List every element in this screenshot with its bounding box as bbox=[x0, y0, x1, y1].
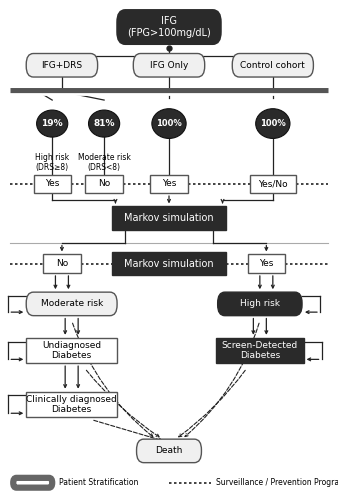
Ellipse shape bbox=[37, 110, 68, 137]
Text: Moderate risk
(DRS<8): Moderate risk (DRS<8) bbox=[78, 153, 130, 172]
Bar bbox=[43, 254, 80, 273]
FancyBboxPatch shape bbox=[117, 10, 221, 44]
FancyBboxPatch shape bbox=[133, 54, 205, 77]
FancyBboxPatch shape bbox=[232, 54, 313, 77]
FancyBboxPatch shape bbox=[26, 292, 117, 316]
Bar bbox=[112, 252, 226, 276]
Bar bbox=[26, 392, 117, 417]
Text: Moderate risk: Moderate risk bbox=[41, 300, 103, 308]
Text: IFG
(FPG>100mg/dL): IFG (FPG>100mg/dL) bbox=[127, 16, 211, 38]
Text: High risk
(DRS≥8): High risk (DRS≥8) bbox=[35, 153, 69, 172]
Text: IFG+DRS: IFG+DRS bbox=[41, 61, 82, 70]
Text: Yes/No: Yes/No bbox=[258, 180, 288, 188]
Ellipse shape bbox=[89, 110, 120, 137]
Text: Yes: Yes bbox=[162, 180, 176, 188]
Text: Markov simulation: Markov simulation bbox=[124, 258, 214, 268]
Text: No: No bbox=[98, 180, 110, 188]
Bar bbox=[86, 174, 123, 193]
Bar bbox=[33, 174, 71, 193]
Bar bbox=[26, 338, 117, 363]
Text: Clinically diagnosed
Diabetes: Clinically diagnosed Diabetes bbox=[26, 394, 117, 414]
Text: Yes: Yes bbox=[259, 259, 273, 268]
Bar bbox=[248, 254, 285, 273]
FancyBboxPatch shape bbox=[218, 292, 302, 316]
Text: Surveillance / Prevention Program: Surveillance / Prevention Program bbox=[216, 478, 338, 487]
FancyBboxPatch shape bbox=[13, 478, 52, 488]
Bar bbox=[250, 174, 295, 193]
Text: No: No bbox=[56, 259, 68, 268]
Text: Undiagnosed
Diabetes: Undiagnosed Diabetes bbox=[42, 341, 101, 360]
Text: Control cohort: Control cohort bbox=[240, 61, 305, 70]
Ellipse shape bbox=[152, 108, 186, 138]
Text: 19%: 19% bbox=[41, 119, 63, 128]
Text: Screen-Detected
Diabetes: Screen-Detected Diabetes bbox=[222, 341, 298, 360]
Text: Death: Death bbox=[155, 446, 183, 456]
Text: IFG Only: IFG Only bbox=[150, 61, 188, 70]
Ellipse shape bbox=[256, 108, 290, 138]
FancyBboxPatch shape bbox=[26, 54, 98, 77]
Text: Patient Stratification: Patient Stratification bbox=[59, 478, 138, 487]
FancyBboxPatch shape bbox=[137, 439, 201, 462]
Text: 100%: 100% bbox=[156, 119, 182, 128]
Text: 81%: 81% bbox=[93, 119, 115, 128]
Text: High risk: High risk bbox=[240, 300, 280, 308]
Bar bbox=[112, 206, 226, 230]
Text: 100%: 100% bbox=[260, 119, 286, 128]
Text: Markov simulation: Markov simulation bbox=[124, 213, 214, 223]
Bar bbox=[150, 174, 188, 193]
Bar bbox=[216, 338, 304, 363]
Text: Yes: Yes bbox=[45, 180, 59, 188]
